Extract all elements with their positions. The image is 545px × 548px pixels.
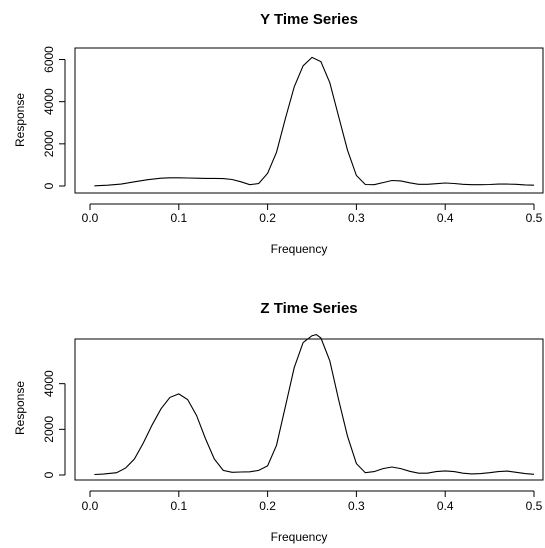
plot-frame-y: [74, 47, 544, 194]
y-axis-title-y: Response: [13, 93, 27, 147]
y-tick-label-z-1: 2000: [42, 416, 56, 443]
x-tick-label-z-3: 0.3: [348, 499, 365, 513]
x-tick-label-z-2: 0.2: [259, 499, 276, 513]
x-tick-label-z-5: 0.5: [526, 499, 543, 513]
x-tick-label-y-3: 0.3: [348, 211, 365, 225]
y-tick-label-y-0: 0: [42, 182, 56, 189]
x-tick-label-y-5: 0.5: [526, 211, 543, 225]
series-line-y-0: [94, 56, 535, 187]
x-tick-label-y-1: 0.1: [170, 211, 187, 225]
x-tick-label-y-4: 0.4: [437, 211, 454, 225]
x-tick-label-z-1: 0.1: [170, 499, 187, 513]
y-tick-label-z-0: 0: [42, 471, 56, 478]
y-tick-label-z-2: 4000: [42, 370, 56, 397]
series-line-z-0: [94, 334, 535, 476]
x-tick-label-z-0: 0.0: [82, 499, 99, 513]
x-tick-label-y-2: 0.2: [259, 211, 276, 225]
y-tick-label-y-2: 4000: [42, 88, 56, 115]
x-axis-title-y: Frequency: [271, 242, 328, 256]
chart-title-z: Z Time Series: [260, 300, 357, 317]
y-tick-label-y-3: 6000: [42, 46, 56, 73]
y-tick-label-y-1: 2000: [42, 130, 56, 157]
plot-frame-z: [74, 338, 544, 481]
chart-title-y: Y Time Series: [260, 11, 358, 28]
x-tick-label-y-0: 0.0: [82, 211, 99, 225]
x-axis-title-z: Frequency: [271, 530, 328, 544]
x-tick-label-z-4: 0.4: [437, 499, 454, 513]
y-axis-title-z: Response: [13, 381, 27, 435]
